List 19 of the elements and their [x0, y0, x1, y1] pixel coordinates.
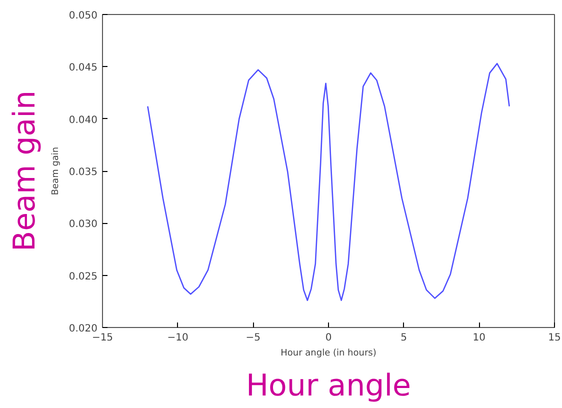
y-tick-label: 0.020	[68, 324, 98, 334]
y-axis-title: Beam gain	[50, 146, 61, 196]
x-tick-label: −5	[246, 332, 261, 344]
y-tick-label: 0.025	[68, 271, 98, 282]
x-tick-label: 0	[325, 332, 332, 344]
y-tick-label: 0.030	[68, 219, 98, 230]
x-tick-label: 10	[472, 332, 486, 344]
x-tick-label: −15	[92, 332, 114, 344]
y-tick-label: 0.035	[68, 167, 98, 178]
x-tick-label: −10	[167, 332, 188, 344]
x-tick-label: 5	[400, 332, 408, 344]
text: Beam gain	[8, 90, 42, 252]
y-tick-label: 0.050	[68, 10, 98, 22]
x-tick-label: 15	[548, 332, 561, 344]
y-tick-label: 0.045	[68, 62, 98, 74]
text: Hour angle	[246, 368, 412, 404]
line-series	[147, 62, 510, 302]
y-tick-label: 0.040	[68, 114, 98, 126]
x-axis-title: Hour angle (in hours)	[280, 348, 376, 358]
